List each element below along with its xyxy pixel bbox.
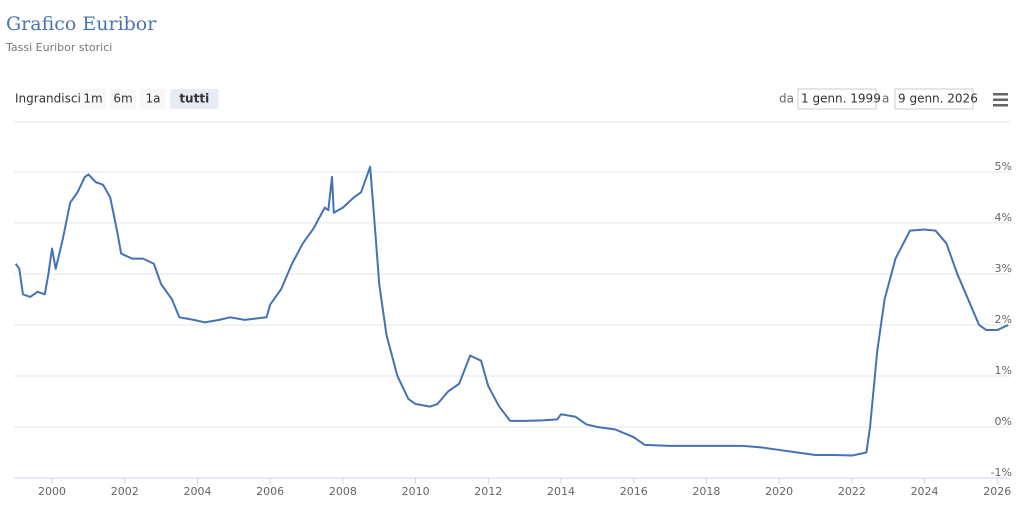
range-button[interactable] <box>140 89 166 109</box>
chart-title: Grafico Euribor <box>6 13 157 35</box>
menu-icon[interactable] <box>993 93 1008 107</box>
x-tick-label: 2026 <box>983 485 1011 498</box>
x-tick-label: 2018 <box>692 485 720 498</box>
range-button[interactable] <box>110 89 136 109</box>
range-button-label[interactable]: 1m <box>83 92 102 106</box>
to-label: a <box>882 92 889 106</box>
x-tick-label: 2012 <box>474 485 502 498</box>
x-tick-label: 2000 <box>38 485 66 498</box>
range-button[interactable] <box>80 89 106 109</box>
from-date[interactable]: 1 genn. 1999 <box>801 92 881 106</box>
x-tick-label: 2024 <box>911 485 939 498</box>
x-tick-label: 2020 <box>765 485 793 498</box>
x-tick-label: 2014 <box>547 485 575 498</box>
to-date[interactable]: 9 genn. 2026 <box>898 92 978 106</box>
series-line <box>14 165 1009 457</box>
x-tick-label: 2008 <box>329 485 357 498</box>
x-tick-label: 2016 <box>620 485 648 498</box>
y-tick-label: 0% <box>995 415 1012 428</box>
y-tick-label: 1% <box>995 364 1012 377</box>
x-tick-label: 2006 <box>256 485 284 498</box>
range-button-label[interactable]: 6m <box>113 92 132 106</box>
y-tick-label: 3% <box>995 262 1012 275</box>
x-tick-label: 2010 <box>402 485 430 498</box>
y-tick-label: -1% <box>991 466 1012 479</box>
range-button[interactable] <box>170 89 219 109</box>
x-tick-label: 2002 <box>111 485 139 498</box>
x-tick-label: 2004 <box>183 485 211 498</box>
range-button-label[interactable]: tutti <box>179 92 209 106</box>
to-input[interactable] <box>894 88 974 110</box>
from-input[interactable] <box>797 88 877 110</box>
range-button-label[interactable]: 1a <box>146 92 161 106</box>
x-tick-label: 2022 <box>838 485 866 498</box>
range-label: Ingrandisci <box>15 92 81 106</box>
y-tick-label: 5% <box>995 160 1012 173</box>
from-label: da <box>779 92 794 106</box>
y-tick-label: 4% <box>995 211 1012 224</box>
chart-subtitle: Tassi Euribor storici <box>5 41 112 54</box>
y-tick-label: 2% <box>995 313 1012 326</box>
